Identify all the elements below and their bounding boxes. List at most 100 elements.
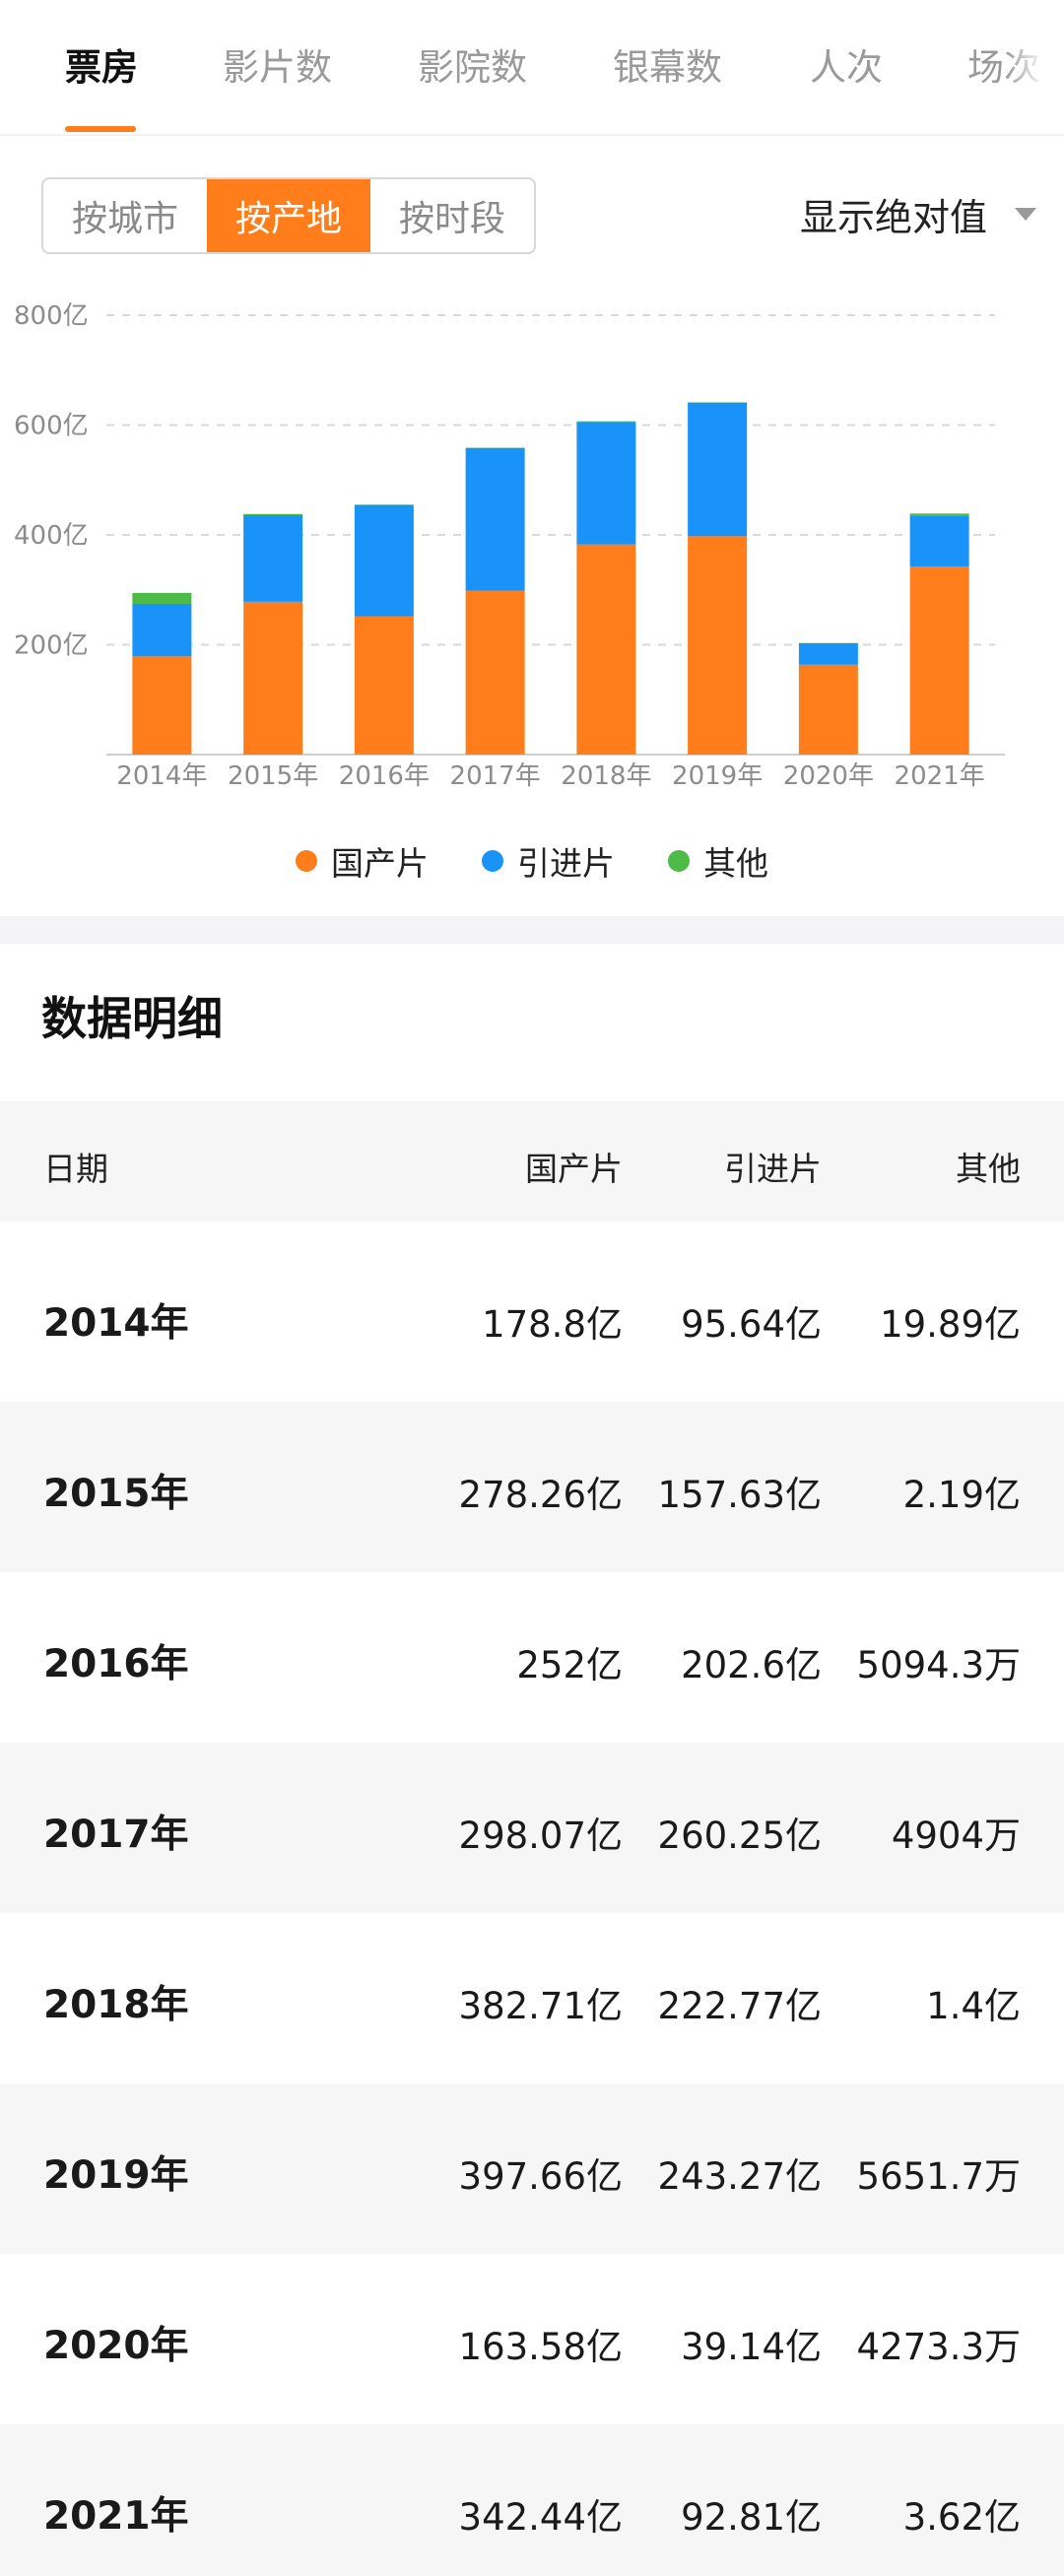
data-detail-title: 数据明细 <box>41 992 223 1045</box>
x-tick-label: 2018年 <box>561 761 651 791</box>
bar-segment-imported <box>576 422 636 545</box>
legend-dot-icon <box>668 850 690 872</box>
table-row: 2016年 252亿 202.6亿 5094.3万 <box>0 1572 1064 1743</box>
x-tick-label: 2016年 <box>339 761 430 791</box>
chart-legend: 国产片 引进片 其他 <box>0 837 1064 885</box>
cell-domestic: 163.58亿 <box>458 2326 623 2368</box>
cell-other: 2.19亿 <box>902 1474 1021 1516</box>
tab-screen-count[interactable]: 银幕数 <box>613 46 722 89</box>
cell-date: 2018年 <box>43 1983 189 2027</box>
bar-segment-domestic <box>243 601 303 755</box>
cell-imported: 39.14亿 <box>681 2326 822 2368</box>
bar-segment-domestic <box>354 616 414 755</box>
box-office-stacked-bar-chart: 200亿 400亿 600亿 800亿 2014年 2015年 2016年 2017年 2018… <box>14 301 1005 791</box>
cell-date: 2020年 <box>43 2324 189 2368</box>
cell-date: 2015年 <box>43 1472 189 1516</box>
table-header: 日期 国产片 引进片 其他 <box>0 1101 1064 1222</box>
bar-segment-domestic <box>132 656 192 755</box>
cell-date: 2021年 <box>43 2494 189 2539</box>
x-tick-label: 2020年 <box>783 761 874 791</box>
y-tick-label: 800亿 <box>14 301 89 331</box>
bar-segment-other <box>132 592 192 604</box>
legend-label: 引进片 <box>517 844 615 883</box>
bar-segment-domestic <box>909 566 969 755</box>
cell-domestic: 278.26亿 <box>458 1474 623 1516</box>
tab-bar: 票房 影片数 影院数 银幕数 人次 场次 <box>0 0 1064 136</box>
table-row: 2014年 178.8亿 95.64亿 19.89亿 <box>0 1231 1064 1402</box>
tab-film-count[interactable]: 影片数 <box>223 46 332 89</box>
cell-other: 5651.7万 <box>856 2155 1021 2198</box>
tab-admissions[interactable]: 人次 <box>810 46 883 89</box>
cell-imported: 260.25亿 <box>657 1815 822 1857</box>
table-row: 2018年 382.71亿 222.77亿 1.4亿 <box>0 1913 1064 2083</box>
x-tick-label: 2015年 <box>228 761 318 791</box>
cell-domestic: 342.44亿 <box>458 2496 623 2539</box>
cell-other: 5094.3万 <box>856 1644 1021 1686</box>
cell-domestic: 397.66亿 <box>458 2155 623 2198</box>
bar-segment-imported <box>688 402 748 537</box>
cell-domestic: 178.8亿 <box>482 1303 623 1346</box>
bar-segment-domestic <box>576 544 636 755</box>
header-imported: 引进片 <box>724 1150 822 1188</box>
table-row: 2020年 163.58亿 39.14亿 4273.3万 <box>0 2254 1064 2424</box>
y-tick-label: 600亿 <box>14 412 89 441</box>
y-tick-label: 400亿 <box>14 521 89 551</box>
legend-label: 其他 <box>703 844 768 883</box>
cell-other: 4904万 <box>891 1815 1021 1857</box>
cell-date: 2016年 <box>43 1642 189 1686</box>
header-domestic: 国产片 <box>525 1150 623 1188</box>
cell-domestic: 252亿 <box>516 1644 623 1686</box>
header-date: 日期 <box>43 1150 108 1188</box>
legend-item-other[interactable]: 其他 <box>668 837 768 885</box>
cell-imported: 243.27亿 <box>657 2155 822 2198</box>
bar-segment-domestic <box>798 664 858 755</box>
bar-segment-domestic <box>688 536 748 755</box>
group-by-segmented-control: 按城市 按产地 按时段 <box>41 177 536 254</box>
y-tick-label: 200亿 <box>14 631 89 661</box>
bar-segment-imported <box>243 514 303 602</box>
table-row: 2015年 278.26亿 157.63亿 2.19亿 <box>0 1402 1064 1572</box>
bar-segment-other <box>909 513 969 516</box>
cell-imported: 157.63亿 <box>657 1474 822 1516</box>
bar-segment-other <box>243 513 303 515</box>
x-tick-label: 2014年 <box>116 761 207 791</box>
table-row: 2017年 298.07亿 260.25亿 4904万 <box>0 1743 1064 1913</box>
x-tick-label: 2021年 <box>895 761 985 791</box>
cell-domestic: 298.07亿 <box>458 1815 623 1857</box>
cell-other: 4273.3万 <box>856 2326 1021 2368</box>
x-tick-label: 2017年 <box>450 761 541 791</box>
bar-segment-imported <box>909 515 969 567</box>
bar-segment-imported <box>132 603 192 657</box>
active-tab-indicator <box>65 126 136 132</box>
display-mode-label: 显示绝对值 <box>799 196 987 239</box>
legend-item-domestic[interactable]: 国产片 <box>296 837 429 885</box>
bar-segment-imported <box>465 447 525 591</box>
tab-box-office[interactable]: 票房 <box>65 46 138 89</box>
segment-by-period[interactable]: 按时段 <box>398 199 505 239</box>
legend-dot-icon <box>482 850 503 872</box>
table-row: 2021年 342.44亿 92.81亿 3.62亿 <box>0 2424 1064 2576</box>
cell-imported: 222.77亿 <box>657 1985 822 2027</box>
cell-domestic: 382.71亿 <box>458 1985 623 2027</box>
tab-overflow-fade <box>1005 0 1064 128</box>
display-mode-dropdown[interactable]: 显示绝对值 <box>800 187 1036 241</box>
bar-segment-domestic <box>465 590 525 755</box>
bar-segment-imported <box>354 504 414 617</box>
x-tick-label: 2019年 <box>672 761 763 791</box>
header-other: 其他 <box>956 1150 1021 1188</box>
segment-by-city[interactable]: 按城市 <box>71 199 178 239</box>
cell-imported: 92.81亿 <box>681 2496 822 2539</box>
legend-dot-icon <box>296 850 317 872</box>
chevron-down-icon <box>1015 208 1036 221</box>
cell-date: 2019年 <box>43 2153 189 2198</box>
segment-by-origin[interactable]: 按产地 <box>207 179 370 252</box>
legend-item-imported[interactable]: 引进片 <box>482 837 615 885</box>
cell-imported: 95.64亿 <box>681 1303 822 1346</box>
cell-date: 2017年 <box>43 1813 189 1857</box>
cell-other: 1.4亿 <box>926 1985 1021 2027</box>
table-row: 2019年 397.66亿 243.27亿 5651.7万 <box>0 2083 1064 2254</box>
bar-segment-other <box>576 421 636 423</box>
tab-cinema-count[interactable]: 影院数 <box>418 46 527 89</box>
section-divider <box>0 916 1064 944</box>
cell-other: 19.89亿 <box>880 1303 1021 1346</box>
